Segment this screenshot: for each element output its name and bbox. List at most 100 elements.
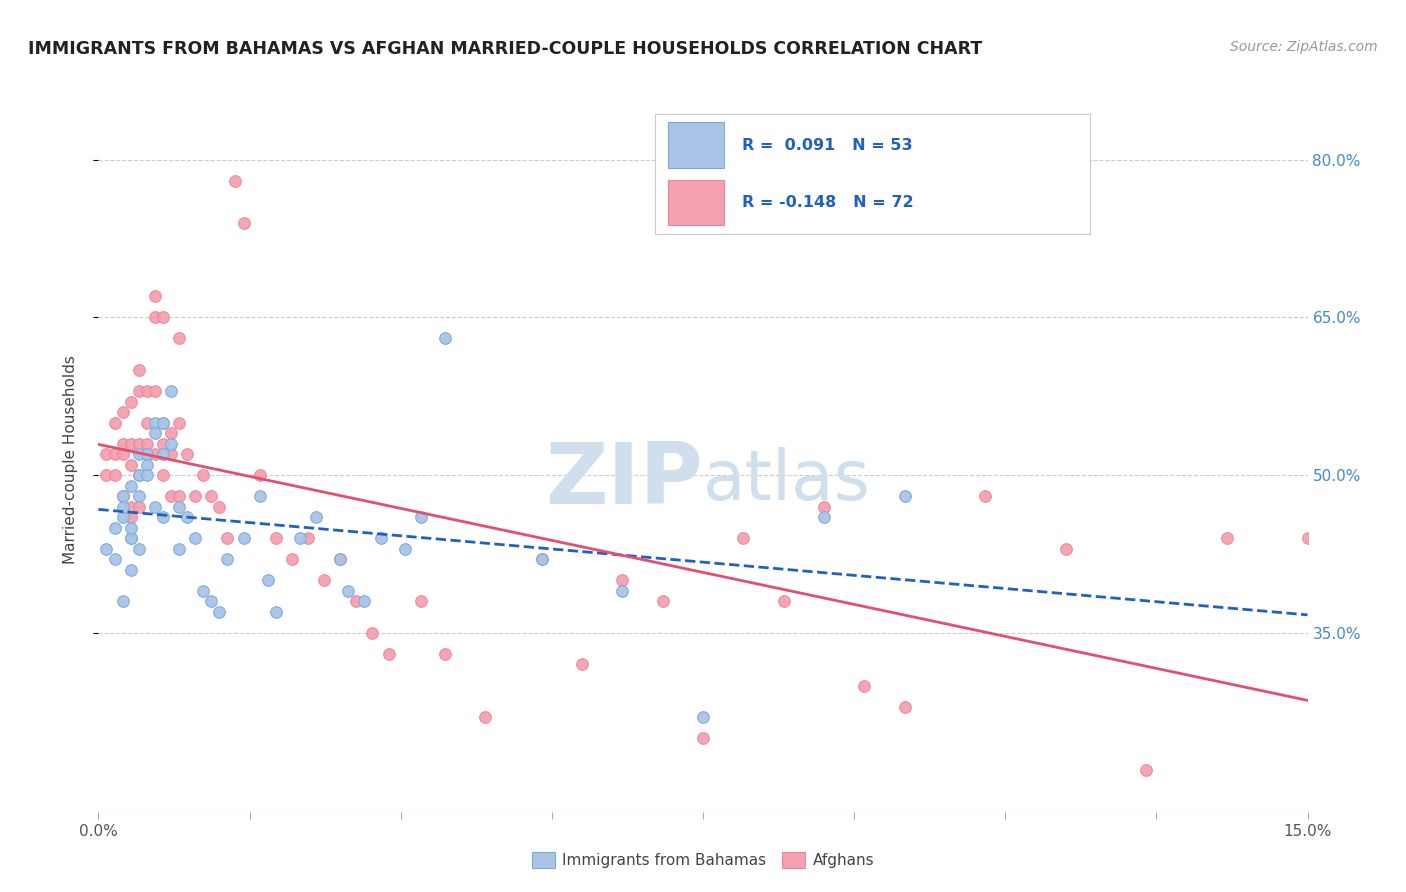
Point — [434, 331, 457, 345]
Point — [249, 489, 271, 503]
Point — [813, 510, 835, 524]
Point — [120, 500, 142, 514]
Point — [152, 510, 174, 524]
Point — [288, 531, 311, 545]
Point — [974, 489, 997, 503]
Point — [143, 310, 166, 325]
Point — [152, 416, 174, 430]
Point — [370, 531, 392, 545]
Point — [256, 574, 278, 588]
Point — [337, 583, 360, 598]
Point — [128, 500, 150, 514]
Point — [135, 458, 157, 472]
Point — [111, 489, 134, 503]
Y-axis label: Married-couple Households: Married-couple Households — [63, 355, 77, 564]
Point — [128, 447, 150, 461]
Point — [167, 416, 190, 430]
Point — [314, 574, 336, 588]
Point — [344, 594, 367, 608]
Text: atlas: atlas — [703, 447, 870, 514]
Point — [135, 436, 157, 450]
Point — [135, 468, 157, 483]
Point — [530, 552, 553, 566]
Point — [96, 541, 118, 556]
Point — [200, 489, 222, 503]
Point — [160, 447, 183, 461]
Point — [305, 510, 328, 524]
Point — [120, 394, 142, 409]
Point — [128, 363, 150, 377]
Point — [377, 647, 399, 661]
Point — [1216, 531, 1239, 545]
Point — [103, 521, 125, 535]
Point — [409, 510, 432, 524]
Point — [232, 216, 254, 230]
Point — [853, 679, 876, 693]
Text: IMMIGRANTS FROM BAHAMAS VS AFGHAN MARRIED-COUPLE HOUSEHOLDS CORRELATION CHART: IMMIGRANTS FROM BAHAMAS VS AFGHAN MARRIE… — [28, 40, 983, 58]
Point — [120, 436, 142, 450]
Point — [612, 583, 634, 598]
Point — [167, 489, 190, 503]
Point — [96, 468, 118, 483]
Point — [167, 541, 190, 556]
Point — [128, 436, 150, 450]
Point — [329, 552, 352, 566]
Point — [353, 594, 375, 608]
Point — [1296, 531, 1319, 545]
Point — [152, 447, 174, 461]
Point — [160, 436, 183, 450]
Point — [160, 426, 183, 441]
Point — [128, 489, 150, 503]
Point — [530, 552, 553, 566]
Point — [249, 468, 271, 483]
Point — [176, 447, 198, 461]
Point — [152, 310, 174, 325]
Point — [120, 510, 142, 524]
Point — [176, 510, 198, 524]
Point — [96, 447, 118, 461]
Point — [128, 541, 150, 556]
Point — [434, 647, 457, 661]
Point — [103, 447, 125, 461]
Point — [167, 500, 190, 514]
Point — [394, 541, 416, 556]
Point — [1135, 763, 1157, 777]
Point — [167, 331, 190, 345]
Point — [264, 531, 287, 545]
Point — [103, 468, 125, 483]
Point — [571, 657, 593, 672]
Point — [217, 531, 239, 545]
Point — [143, 500, 166, 514]
Point — [893, 699, 915, 714]
Point — [184, 489, 207, 503]
Point — [692, 731, 714, 745]
Point — [128, 384, 150, 398]
Point — [612, 574, 634, 588]
Point — [1054, 541, 1077, 556]
Point — [103, 416, 125, 430]
Point — [772, 594, 794, 608]
Point — [224, 174, 246, 188]
Point — [193, 468, 215, 483]
Point — [120, 478, 142, 492]
Point — [135, 447, 157, 461]
Point — [208, 605, 231, 619]
Point — [264, 605, 287, 619]
Point — [120, 531, 142, 545]
Point — [651, 594, 673, 608]
Point — [160, 489, 183, 503]
Point — [409, 594, 432, 608]
Point — [111, 500, 134, 514]
Point — [120, 531, 142, 545]
Point — [111, 436, 134, 450]
Point — [474, 710, 496, 724]
Point — [232, 531, 254, 545]
Point — [733, 531, 755, 545]
Point — [128, 468, 150, 483]
Point — [200, 594, 222, 608]
Text: Source: ZipAtlas.com: Source: ZipAtlas.com — [1230, 40, 1378, 54]
Point — [143, 447, 166, 461]
Point — [143, 384, 166, 398]
Point — [184, 531, 207, 545]
Point — [143, 289, 166, 303]
